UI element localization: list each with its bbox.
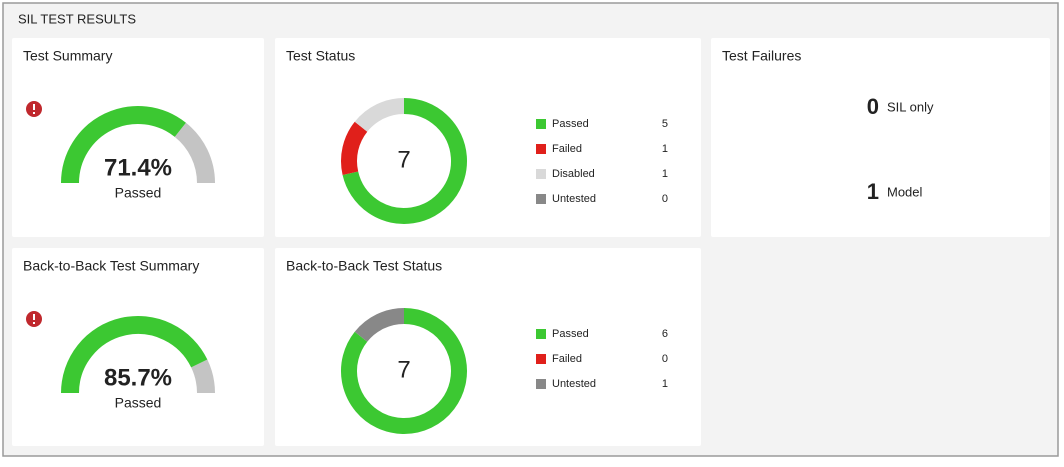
donut-total: 7 [397, 356, 410, 383]
legend-swatch [536, 194, 546, 204]
legend-label: Untested [552, 378, 596, 390]
panel-title: Test Failures [722, 48, 801, 64]
gauge-caption: Passed [115, 185, 162, 201]
donut-segment [341, 121, 368, 176]
legend-count: 6 [662, 328, 668, 340]
legend-label: Failed [552, 143, 582, 155]
gauge-track [190, 359, 215, 394]
warning-icon-dot [33, 322, 35, 324]
gauge-value-label: 85.7% [104, 364, 172, 391]
failure-count: 0 [867, 94, 879, 119]
failure-count: 1 [867, 179, 879, 204]
legend-label: Untested [552, 193, 596, 205]
panel-title: Back-to-Back Test Status [286, 258, 442, 274]
panel-title: Test Status [286, 48, 355, 64]
gauge-value-label: 71.4% [104, 154, 172, 181]
donut-segment [354, 308, 405, 343]
legend-label: Disabled [552, 168, 595, 180]
legend-label: Passed [552, 118, 589, 130]
legend-swatch [536, 329, 546, 339]
warning-icon-bar [33, 314, 35, 320]
gauge-value [61, 316, 208, 394]
failure-label: SIL only [887, 99, 934, 114]
donut-segment [342, 98, 467, 224]
legend-swatch [536, 169, 546, 179]
legend-count: 1 [662, 143, 668, 155]
legend-swatch [536, 144, 546, 154]
gauge-caption: Passed [115, 395, 162, 411]
panel [711, 38, 1050, 237]
warning-icon-dot [33, 112, 35, 114]
legend-count: 5 [662, 118, 668, 130]
failure-label: Model [887, 184, 923, 199]
legend-count: 1 [662, 378, 668, 390]
legend-swatch [536, 354, 546, 364]
panel [275, 248, 701, 446]
legend-count: 0 [662, 193, 668, 205]
panel [275, 38, 701, 237]
legend-label: Failed [552, 353, 582, 365]
gauge-track [174, 122, 215, 184]
donut-total: 7 [397, 146, 410, 173]
legend-count: 0 [662, 353, 668, 365]
warning-icon-bar [33, 104, 35, 110]
legend-label: Passed [552, 328, 589, 340]
panel-title: Test Summary [23, 48, 112, 64]
header-title: SIL TEST RESULTS [18, 11, 136, 26]
legend-swatch [536, 119, 546, 129]
legend-count: 1 [662, 168, 668, 180]
panel [12, 248, 264, 446]
panel-title: Back-to-Back Test Summary [23, 258, 199, 274]
legend-swatch [536, 379, 546, 389]
donut-segment [341, 308, 467, 434]
panel [12, 38, 264, 237]
gauge-value [61, 106, 186, 184]
donut-segment [354, 98, 405, 133]
